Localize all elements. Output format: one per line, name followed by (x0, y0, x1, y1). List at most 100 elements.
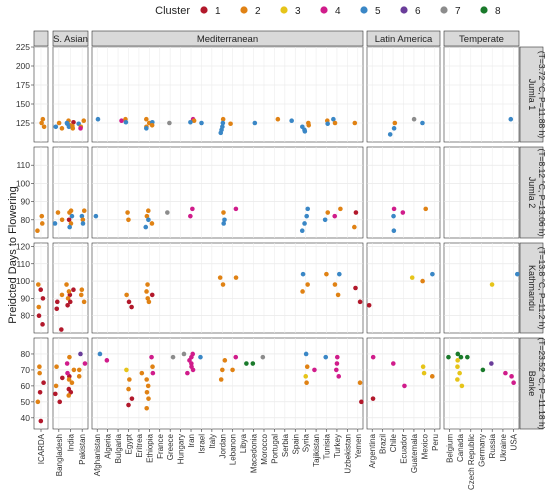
row-strip-0 (519, 46, 544, 143)
x-tick-label: Greece (166, 433, 175, 460)
data-point (149, 221, 155, 226)
data-point (198, 354, 203, 360)
data-point (455, 364, 460, 370)
data-point (53, 391, 58, 397)
panel-background (91, 337, 364, 430)
data-point (68, 221, 74, 226)
data-point (411, 116, 417, 122)
panel-background (91, 242, 364, 334)
data-point (35, 282, 41, 287)
data-point (303, 374, 309, 379)
data-point (334, 367, 339, 373)
data-point (218, 130, 224, 136)
column-strip-title-1: S. Asian (53, 34, 88, 45)
data-point (409, 275, 415, 280)
data-point (325, 121, 330, 127)
data-point (59, 217, 65, 223)
data-point (244, 361, 249, 366)
row-strip-label-0: Jumla 1 (527, 79, 537, 111)
data-point (458, 354, 464, 360)
data-point (78, 126, 83, 131)
data-point (391, 126, 397, 131)
data-point (129, 304, 134, 310)
data-point (430, 271, 435, 277)
data-point (233, 354, 239, 360)
data-point (39, 221, 45, 226)
x-tick-label: Spain (291, 434, 300, 454)
data-point (64, 282, 69, 287)
x-tick-label: Brazil (379, 434, 388, 454)
data-point (126, 299, 132, 305)
x-tick-label: Guatemala (410, 433, 419, 473)
x-tick-label: Peru (431, 434, 440, 451)
data-point (144, 126, 149, 131)
data-point (289, 118, 294, 124)
data-point (55, 210, 61, 215)
data-point (221, 221, 226, 226)
row-strip-label-2: Kathmandu (527, 265, 537, 311)
data-point (250, 361, 256, 366)
data-point (79, 287, 85, 293)
data-point (81, 118, 87, 124)
data-point (334, 354, 340, 360)
data-point (188, 213, 193, 219)
data-point (66, 393, 72, 398)
data-point (145, 282, 150, 287)
data-point (222, 358, 228, 363)
data-point (59, 327, 64, 332)
data-point (299, 228, 305, 234)
data-point (35, 228, 40, 234)
y-tick-label: 60 (21, 381, 31, 391)
data-point (455, 377, 460, 382)
legend-label-8: 8 (495, 6, 501, 17)
data-point (332, 213, 338, 219)
data-point (40, 296, 46, 301)
data-point (54, 306, 60, 312)
data-point (300, 271, 306, 277)
data-point (190, 367, 196, 373)
data-point (489, 282, 495, 287)
data-point (459, 383, 465, 389)
data-point (455, 351, 461, 357)
x-tick-label: Germany (478, 434, 487, 467)
data-point (67, 210, 72, 215)
data-point (81, 299, 87, 305)
data-point (59, 126, 65, 131)
data-point (65, 296, 71, 301)
y-tick-label: 125 (16, 118, 30, 128)
row-strip-sublabel-2: (T=13.8 °C, P=11.2 h) (537, 247, 547, 330)
data-point (515, 271, 520, 277)
data-point (38, 287, 44, 293)
data-point (423, 206, 429, 212)
data-point (40, 116, 46, 122)
data-point (69, 213, 75, 219)
panel-background (91, 46, 364, 143)
data-point (143, 224, 149, 230)
data-point (67, 354, 72, 360)
data-point (220, 282, 226, 287)
data-point (304, 380, 309, 386)
column-strip-3 (366, 30, 441, 47)
y-tick-label: 80 (21, 215, 31, 225)
x-tick-label: India (67, 433, 76, 451)
data-point (420, 120, 425, 126)
data-point (357, 299, 363, 305)
y-tick-label: 90 (21, 293, 31, 303)
y-tick-label: 80 (21, 349, 31, 359)
data-point (54, 299, 60, 305)
facet-panels: ICARDA S. Asian Bangladesh India Pakistan Med… (16, 30, 547, 490)
row-strip-label-3: Banke (527, 371, 537, 397)
data-point (221, 210, 226, 215)
data-point (188, 119, 193, 125)
x-tick-label: France (156, 433, 165, 458)
data-point (366, 303, 372, 308)
data-point (335, 292, 341, 298)
data-point (79, 213, 85, 219)
data-point (76, 374, 82, 379)
data-point (302, 129, 308, 134)
x-tick-label: Tajikistan (312, 434, 321, 467)
x-tick-label: Chile (389, 433, 398, 452)
data-point (145, 208, 151, 213)
data-point (70, 123, 75, 129)
x-tick-label: Belgium (445, 434, 454, 463)
